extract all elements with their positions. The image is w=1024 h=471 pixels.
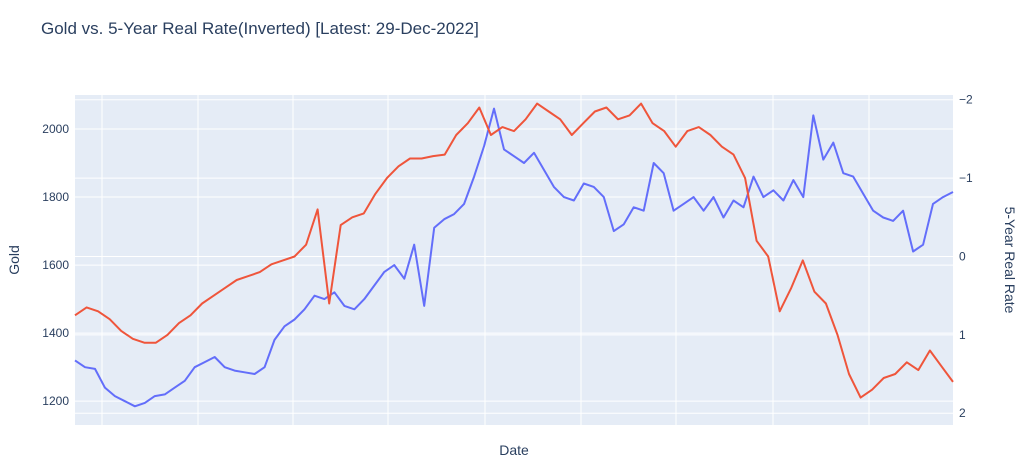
y-tick-label: 2000	[42, 122, 69, 136]
x-axis-title: Date	[499, 442, 529, 458]
y-axis-ticks: 1200 1400 1600 1800 2000	[42, 122, 69, 408]
series-line-gold	[74, 107, 954, 408]
y-tick-label: 1800	[42, 190, 69, 204]
y2-tick-label: −1	[959, 171, 973, 185]
y-tick-label: 1200	[42, 394, 69, 408]
y-tick-label: 1400	[42, 326, 69, 340]
chart-title: Gold vs. 5-Year Real Rate(Inverted) [Lat…	[41, 19, 479, 38]
y-axis-title: Gold	[6, 245, 22, 275]
grid	[75, 95, 953, 425]
y2-tick-label: 2	[959, 406, 966, 420]
y-tick-label: 1600	[42, 258, 69, 272]
y2-axis-title: 5-Year Real Rate	[1002, 207, 1018, 314]
y2-tick-label: 0	[959, 249, 966, 263]
series-layer	[74, 102, 954, 408]
plot-area	[75, 95, 953, 425]
series-line-5-year-real-rate	[74, 102, 954, 399]
y2-tick-label: −2	[959, 93, 973, 107]
y2-tick-label: 1	[959, 328, 966, 342]
y2-axis-ticks: −2 −1 0 1 2	[959, 93, 973, 421]
